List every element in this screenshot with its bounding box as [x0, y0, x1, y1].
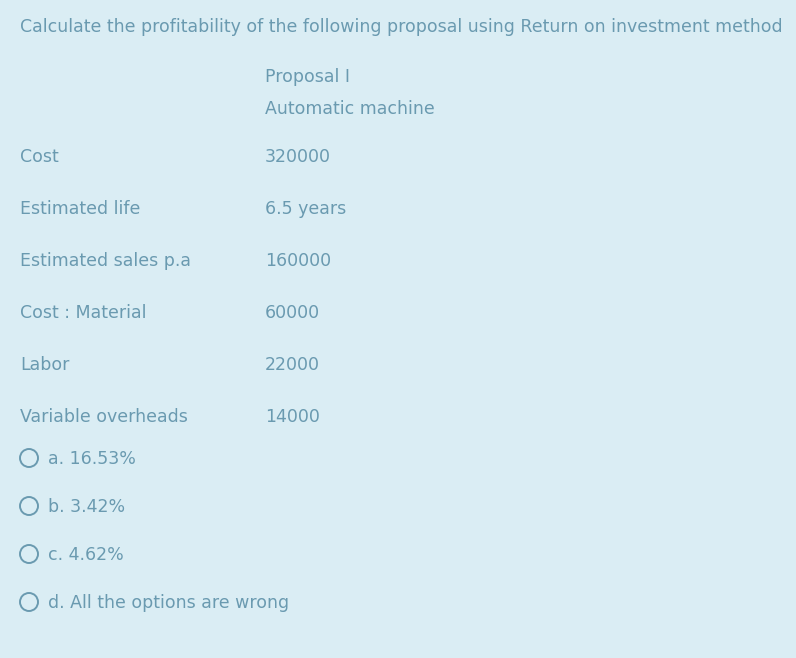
Text: Proposal I: Proposal I	[265, 68, 350, 86]
Text: 6.5 years: 6.5 years	[265, 200, 346, 218]
Text: c. 4.62%: c. 4.62%	[48, 546, 123, 564]
Text: Calculate the profitability of the following proposal using Return on investment: Calculate the profitability of the follo…	[20, 18, 782, 36]
Text: Cost: Cost	[20, 148, 59, 166]
Text: 320000: 320000	[265, 148, 331, 166]
Text: 22000: 22000	[265, 356, 320, 374]
Text: 160000: 160000	[265, 252, 331, 270]
Text: Estimated life: Estimated life	[20, 200, 140, 218]
Text: a. 16.53%: a. 16.53%	[48, 450, 136, 468]
Text: 60000: 60000	[265, 304, 320, 322]
Text: Labor: Labor	[20, 356, 69, 374]
Text: Cost : Material: Cost : Material	[20, 304, 146, 322]
Text: Estimated sales p.a: Estimated sales p.a	[20, 252, 191, 270]
Text: Variable overheads: Variable overheads	[20, 408, 188, 426]
Text: Automatic machine: Automatic machine	[265, 100, 435, 118]
Text: d. All the options are wrong: d. All the options are wrong	[48, 594, 289, 612]
Text: b. 3.42%: b. 3.42%	[48, 498, 125, 516]
Text: 14000: 14000	[265, 408, 320, 426]
